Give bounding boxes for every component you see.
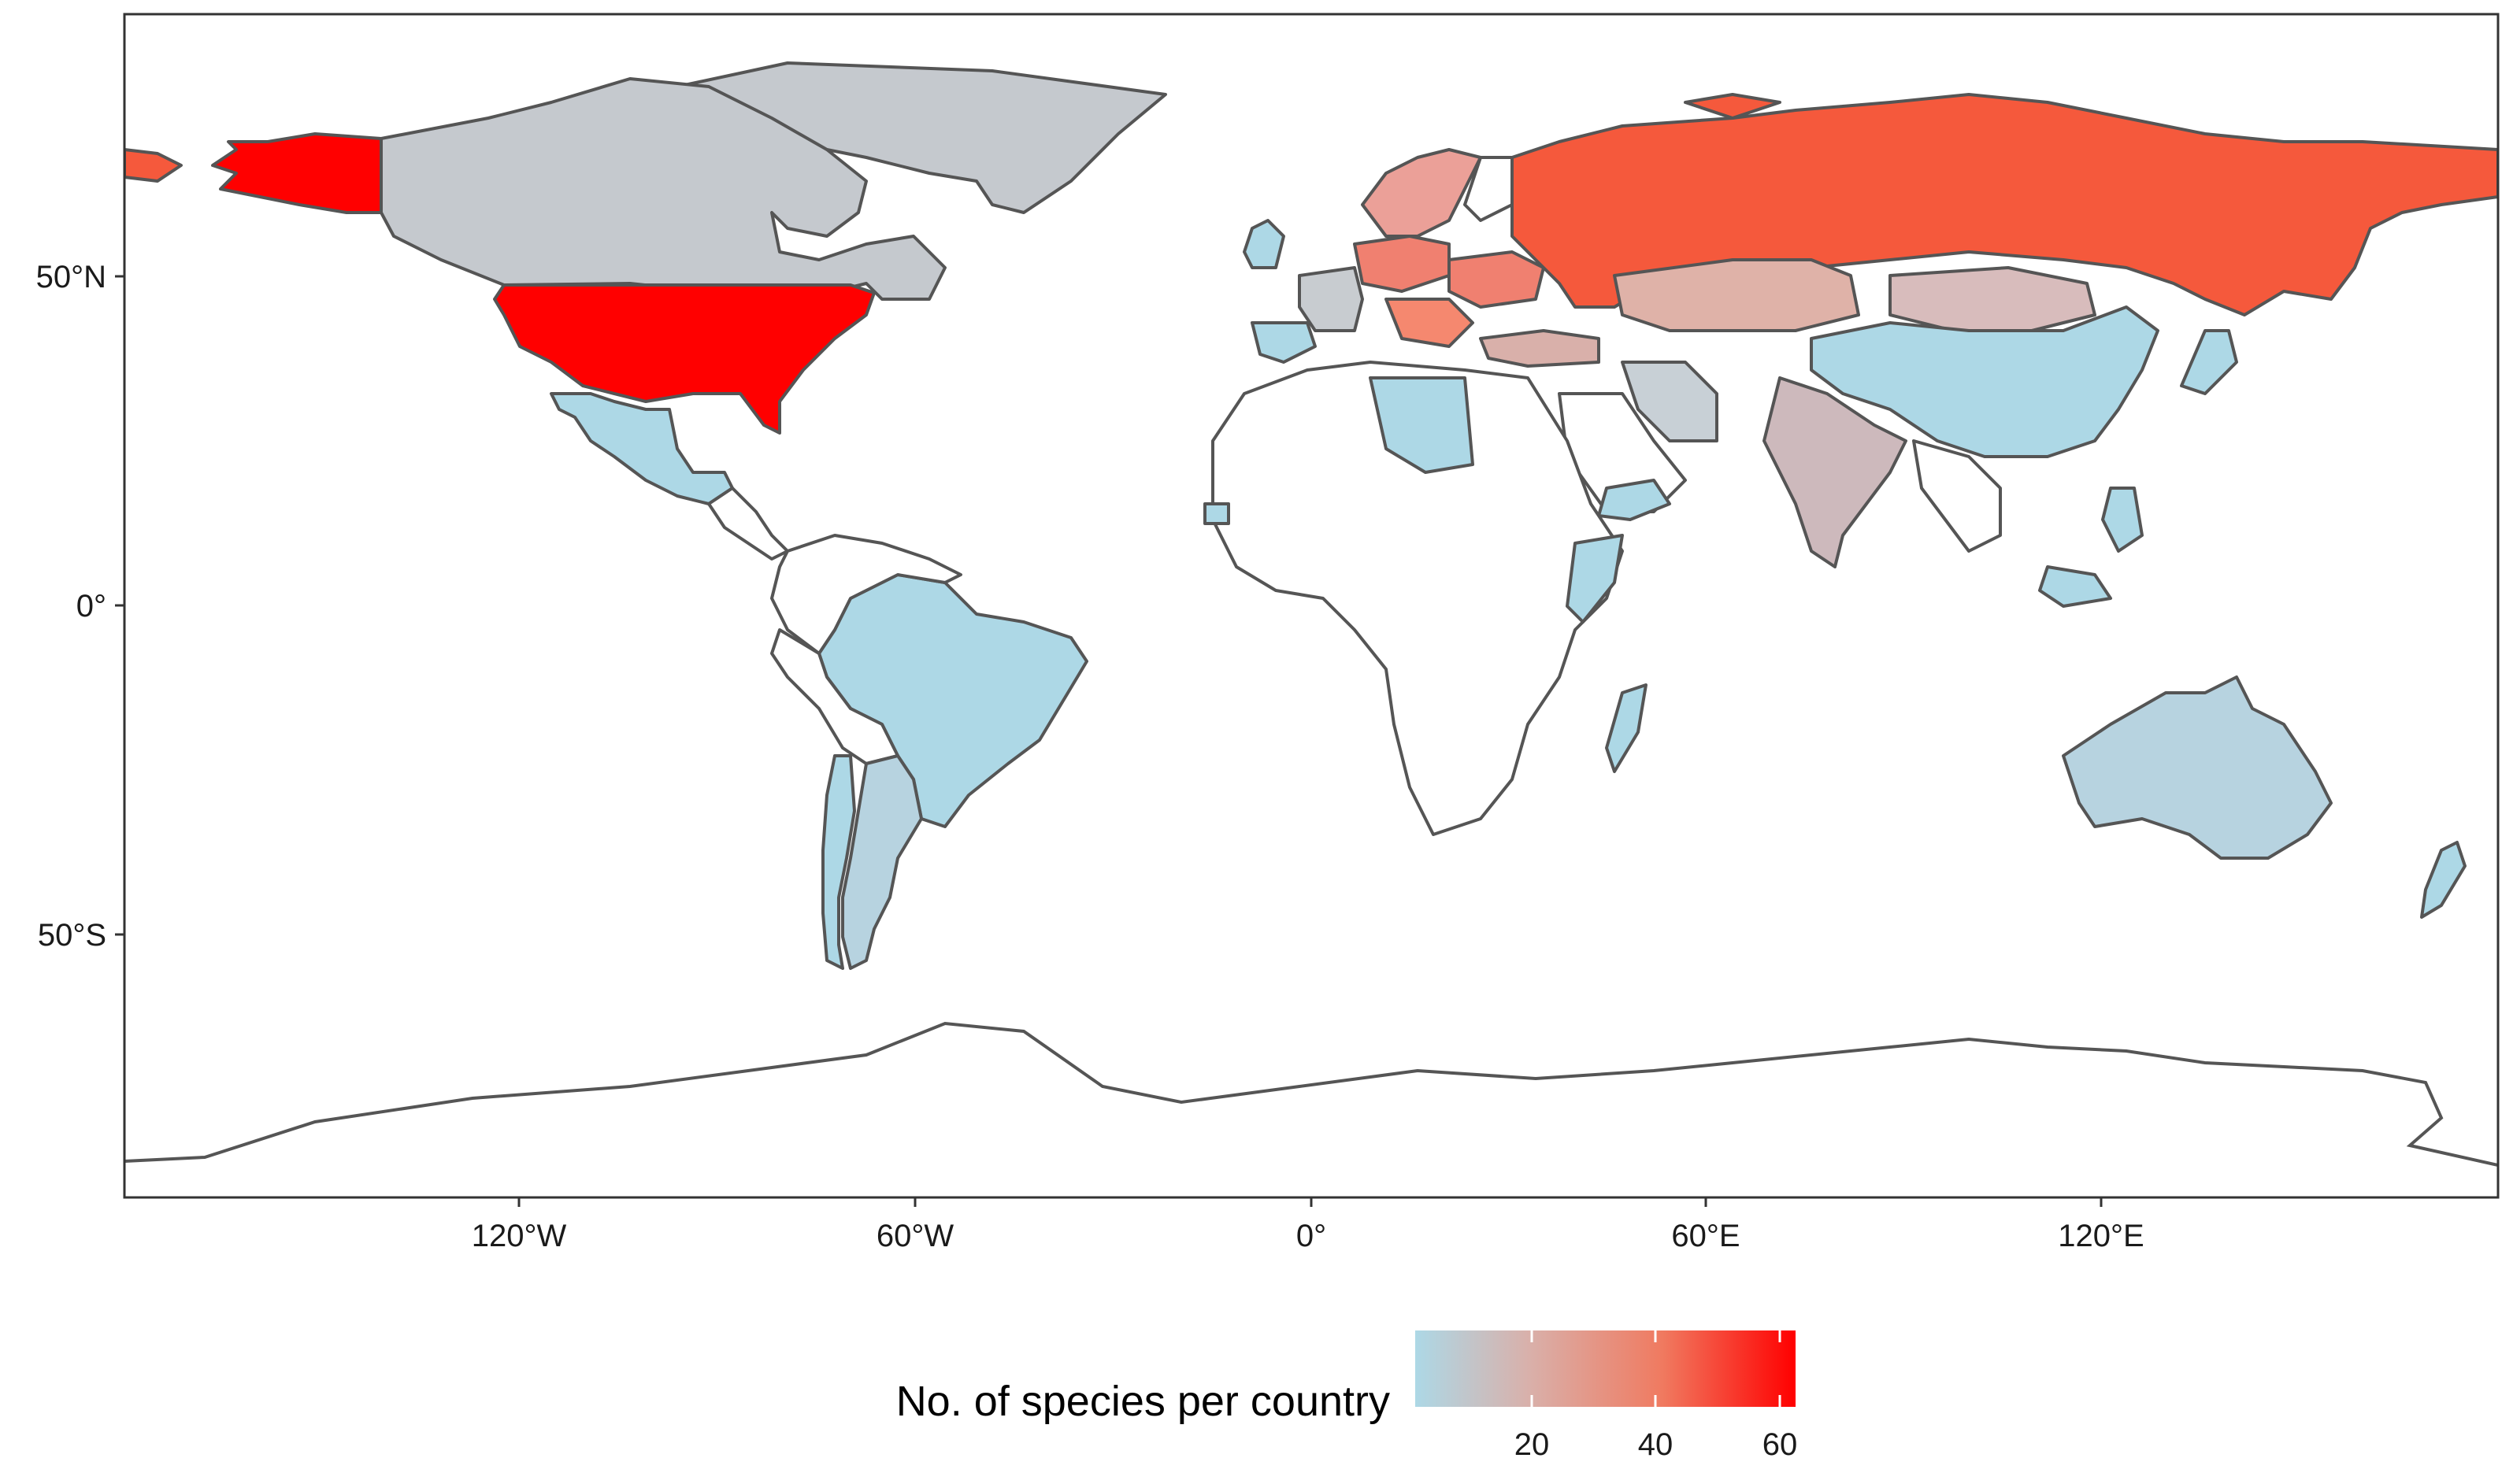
country-kazakhstan — [1613, 258, 1860, 332]
country-new-zealand — [2420, 841, 2467, 919]
country-alaska — [211, 132, 383, 214]
x-axis — [517, 1197, 2103, 1207]
country-china — [1810, 305, 2159, 458]
legend-colorbar — [1415, 1330, 1796, 1407]
x-tick-label-0: 0° — [1296, 1219, 1326, 1253]
country-uk — [1243, 219, 1285, 269]
country-australia — [2062, 675, 2333, 860]
country-indonesia — [2038, 565, 2112, 608]
x-tick-label-120w: 120°W — [472, 1219, 567, 1253]
country-senegal — [1203, 502, 1230, 525]
country-somalia — [1566, 534, 1624, 624]
x-tick-label-120e: 120°E — [2058, 1219, 2144, 1253]
country-japan — [2180, 329, 2238, 395]
region-north-south-america — [770, 534, 962, 655]
country-madagascar — [1605, 683, 1648, 773]
country-brazil — [817, 573, 1088, 828]
country-spain — [1251, 321, 1317, 364]
region-southeast-asia — [1912, 439, 2002, 553]
country-germany-poland — [1353, 235, 1451, 293]
y-tick-label-50s: 50°S — [38, 918, 106, 953]
country-balkans — [1384, 298, 1474, 348]
country-norway-sweden — [1361, 148, 1482, 238]
country-turkey — [1479, 329, 1600, 368]
country-usa — [493, 283, 876, 435]
x-tick-label-60w: 60°W — [877, 1219, 954, 1253]
country-libya — [1369, 376, 1474, 474]
x-tick-label-60e: 60°E — [1671, 1219, 1740, 1253]
legend-tick-label-60: 60 — [1762, 1427, 1798, 1462]
legend-tick-label-20: 20 — [1514, 1427, 1550, 1462]
country-finland — [1463, 156, 1514, 222]
country-yemen — [1597, 479, 1671, 521]
color-legend: No. of species per country 20 40 60 — [896, 1330, 1798, 1462]
land-layer — [124, 61, 2498, 1167]
region-africa — [1211, 361, 1624, 836]
legend-ticks — [1530, 1330, 1781, 1407]
country-france — [1298, 266, 1364, 332]
y-axis — [115, 275, 124, 936]
country-mongolia — [1888, 266, 2096, 332]
country-philippines — [2101, 487, 2144, 553]
country-iran — [1621, 361, 1718, 442]
legend-title: No. of species per country — [896, 1378, 1390, 1425]
y-tick-label-0: 0° — [76, 589, 106, 624]
country-chukotka — [124, 148, 183, 183]
legend-tick-label-40: 40 — [1638, 1427, 1673, 1462]
country-mexico — [550, 392, 734, 505]
region-antarctica — [124, 1021, 2498, 1167]
y-tick-label-50n: 50°N — [36, 260, 106, 294]
country-chile — [821, 754, 856, 970]
country-argentina — [841, 754, 923, 970]
country-ukraine — [1447, 250, 1545, 309]
country-india — [1762, 376, 1907, 568]
region-central-america — [707, 487, 789, 561]
country-russia-arctic-islands — [1684, 93, 1781, 120]
